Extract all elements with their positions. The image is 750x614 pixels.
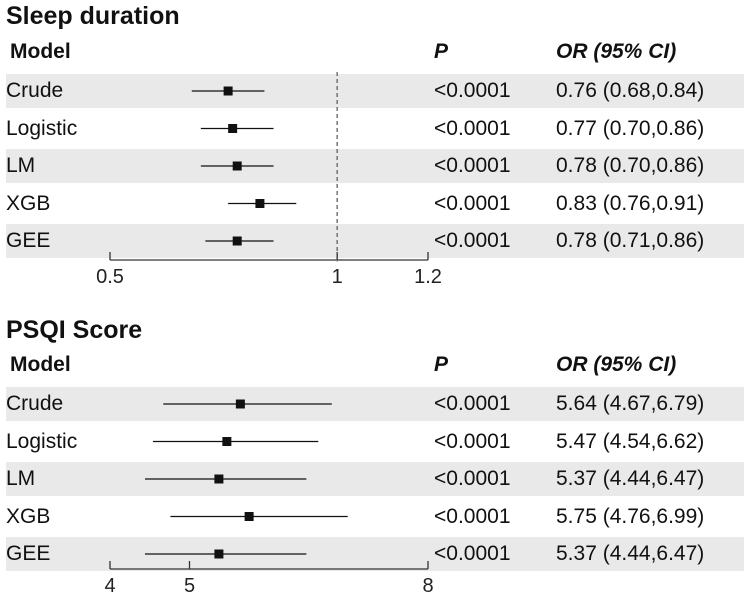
row-band (6, 462, 744, 496)
point-estimate (223, 86, 233, 96)
point-estimate (232, 236, 242, 246)
row-p-value: <0.0001 (434, 79, 511, 102)
x-tick-label: 8 (422, 575, 433, 597)
row-p-value: <0.0001 (434, 392, 511, 415)
row-or-ci: 5.47 (4.54,6.62) (556, 429, 705, 453)
row-or-ci: 0.83 (0.76,0.91) (556, 191, 705, 215)
row-model-label: Crude (6, 392, 64, 415)
row-band (6, 537, 744, 571)
point-estimate (232, 161, 242, 171)
row-p-value: <0.0001 (434, 191, 511, 215)
forest-plot-svg: 0.5 1 1.2 (96, 72, 442, 288)
row-or-ci: 5.75 (4.76,6.99) (556, 504, 705, 528)
panel-title: Sleep duration (6, 2, 180, 30)
x-tick-label: 1 (332, 266, 343, 288)
row-or-ci: 5.64 (4.67,6.79) (556, 392, 705, 415)
row-model-label: LM (6, 467, 36, 490)
row-or-ci: 5.37 (4.44,6.47) (556, 467, 705, 490)
row-or-ci: 0.78 (0.71,0.86) (556, 229, 705, 252)
panel-title: PSQI Score (6, 316, 143, 344)
row-band (6, 387, 744, 421)
row-p-value: <0.0001 (434, 542, 511, 565)
header-or: OR (95% CI) (556, 40, 677, 63)
point-estimate (228, 124, 238, 133)
row-or-ci: 0.78 (0.70,0.86) (556, 154, 705, 177)
header-p: P (434, 40, 449, 63)
header-p: P (434, 353, 449, 376)
row-band (6, 74, 744, 108)
row-model-label: XGB (6, 504, 51, 528)
row-model-label: LM (6, 154, 36, 177)
header-or: OR (95% CI) (556, 353, 677, 376)
row-p-value: <0.0001 (434, 116, 511, 140)
x-tick-label: 1.2 (414, 266, 442, 288)
header-model: Model (10, 40, 71, 63)
row-model-label: XGB (6, 191, 51, 215)
row-model-label: GEE (6, 229, 51, 252)
row-or-ci: 0.77 (0.70,0.86) (556, 116, 705, 140)
x-tick-label: 5 (184, 575, 195, 597)
row-model-label: Crude (6, 79, 64, 102)
row-or-ci: 5.37 (4.44,6.47) (556, 542, 705, 565)
point-estimate (235, 399, 245, 409)
row-p-value: <0.0001 (434, 429, 511, 453)
row-p-value: <0.0001 (434, 229, 511, 252)
row-band (6, 149, 744, 183)
forest-panel-psqi-score: PSQI Score Model P OR (95% CI) Crude <0.0… (0, 310, 750, 614)
point-estimate (214, 474, 224, 484)
row-or-ci: 0.76 (0.68,0.84) (556, 79, 705, 102)
point-estimate (255, 199, 265, 208)
row-model-label: GEE (6, 542, 51, 565)
x-tick-label: 0.5 (96, 266, 124, 288)
forest-panel-sleep-duration: Sleep duration Model P OR (95% CI) Crude… (6, 2, 744, 288)
x-tick-label: 4 (104, 575, 115, 597)
forest-plot-svg: 4 5 8 (104, 399, 434, 597)
point-estimate (244, 512, 254, 521)
header-model: Model (10, 353, 71, 376)
point-estimate (222, 437, 232, 446)
row-p-value: <0.0001 (434, 467, 511, 490)
row-p-value: <0.0001 (434, 154, 511, 177)
row-p-value: <0.0001 (434, 504, 511, 528)
row-band (6, 224, 744, 258)
row-model-label: Logistic (6, 429, 78, 453)
point-estimate (214, 549, 224, 559)
row-model-label: Logistic (6, 116, 78, 140)
